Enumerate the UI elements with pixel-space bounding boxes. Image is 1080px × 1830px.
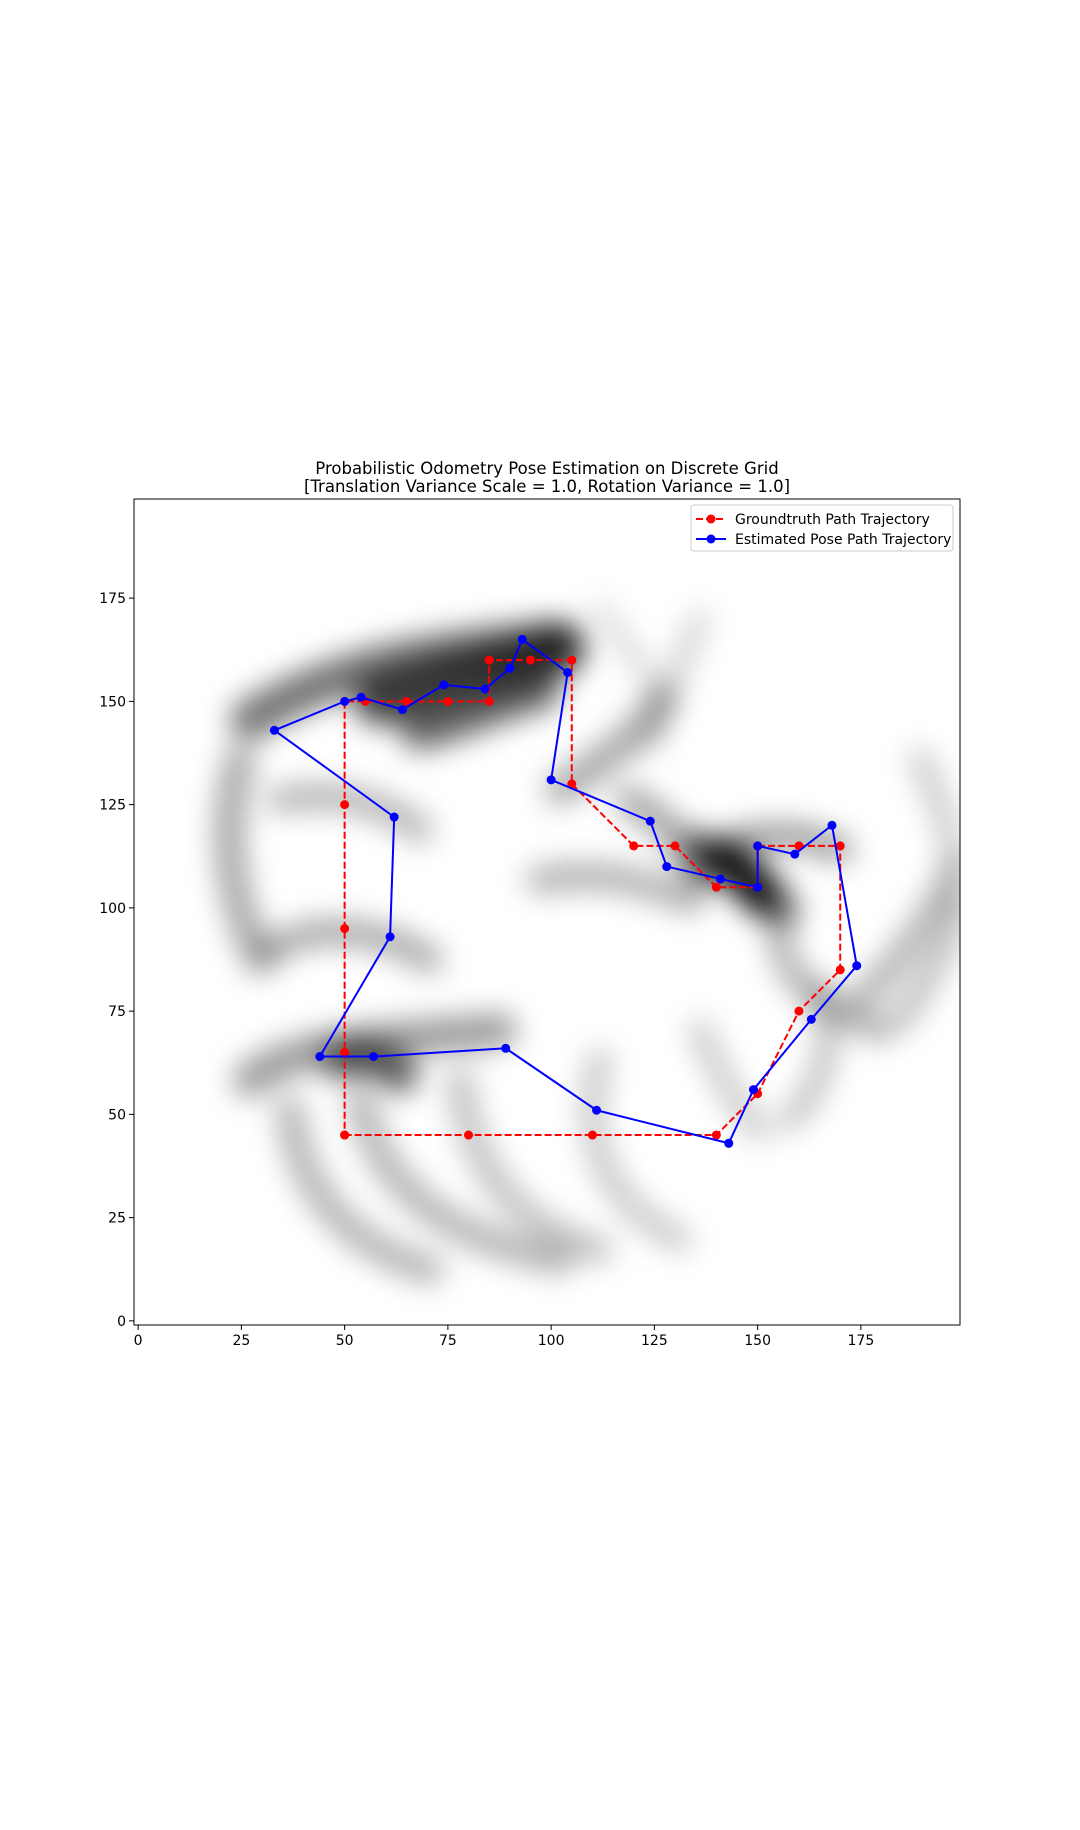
series-layer xyxy=(269,634,862,1148)
groundtruth-point xyxy=(484,696,494,706)
legend-groundtruth-label: Groundtruth Path Trajectory xyxy=(735,512,930,528)
x-tick-label: 150 xyxy=(744,1333,771,1349)
groundtruth-point xyxy=(711,882,721,892)
x-tick-label: 125 xyxy=(641,1333,668,1349)
groundtruth-point xyxy=(443,696,453,706)
estimated-point xyxy=(397,705,407,715)
groundtruth-point xyxy=(340,800,350,810)
estimated-point xyxy=(592,1105,602,1115)
estimated-point xyxy=(389,812,399,822)
groundtruth-point xyxy=(340,1130,350,1140)
estimated-point xyxy=(749,1085,758,1095)
groundtruth-point xyxy=(402,696,412,706)
chart-subtitle: [Translation Variance Scale = 1.0, Rotat… xyxy=(304,477,790,496)
plot-frame xyxy=(133,498,961,1326)
groundtruth-point xyxy=(567,655,577,665)
groundtruth-point xyxy=(525,655,535,665)
estimated-point xyxy=(480,684,490,694)
groundtruth-point xyxy=(835,965,845,975)
groundtruth-point xyxy=(567,779,577,789)
groundtruth-point xyxy=(670,841,680,851)
groundtruth-point xyxy=(464,1130,474,1140)
estimated-point xyxy=(517,634,527,644)
estimated-point xyxy=(340,696,350,706)
groundtruth-point xyxy=(711,1130,721,1140)
estimated-point xyxy=(645,816,655,826)
y-tick-label: 150 xyxy=(99,694,126,710)
x-axis: 0 25 50 75 100 125 150 175 xyxy=(134,1325,875,1349)
y-tick-label: 50 xyxy=(108,1107,126,1123)
estimated-point xyxy=(753,841,763,851)
x-tick-label: 0 xyxy=(134,1333,143,1349)
y-tick-label: 25 xyxy=(108,1211,126,1227)
estimated-point xyxy=(439,680,449,690)
probability-heatmap xyxy=(214,601,960,1284)
groundtruth-path-line xyxy=(343,659,842,1137)
estimated-point xyxy=(501,1043,511,1053)
estimated-point xyxy=(385,932,395,942)
groundtruth-point xyxy=(484,655,494,665)
x-tick-label: 75 xyxy=(439,1333,457,1349)
y-tick-label: 0 xyxy=(117,1314,126,1330)
estimated-point xyxy=(724,1138,734,1148)
estimated-point xyxy=(315,1052,325,1062)
legend-estimated-label: Estimated Pose Path Trajectory xyxy=(735,532,951,548)
chart-title: Probabilistic Odometry Pose Estimation o… xyxy=(315,459,778,478)
y-tick-label: 100 xyxy=(99,901,126,917)
estimated-point xyxy=(369,1052,379,1062)
estimated-point xyxy=(806,1014,816,1024)
estimated-point xyxy=(827,820,837,830)
y-tick-label: 125 xyxy=(99,798,126,814)
y-tick-label: 75 xyxy=(108,1004,126,1020)
groundtruth-point xyxy=(629,841,639,851)
y-axis: 0 25 50 75 100 125 150 175 xyxy=(99,591,134,1330)
estimated-point xyxy=(356,692,366,702)
legend-groundtruth-marker xyxy=(706,514,716,524)
x-tick-label: 25 xyxy=(232,1333,250,1349)
estimated-path-line xyxy=(273,638,858,1145)
legend-estimated-marker xyxy=(706,534,716,544)
x-tick-label: 175 xyxy=(848,1333,875,1349)
groundtruth-point xyxy=(835,841,845,851)
legend-box xyxy=(690,504,954,552)
y-tick-label: 175 xyxy=(99,591,126,607)
groundtruth-point xyxy=(587,1130,597,1140)
estimated-point xyxy=(546,775,556,785)
groundtruth-point xyxy=(340,1047,350,1057)
legend: Groundtruth Path Trajectory Estimated Po… xyxy=(690,504,954,552)
x-tick-label: 50 xyxy=(336,1333,354,1349)
estimated-point xyxy=(753,882,763,892)
estimated-point xyxy=(269,725,279,735)
groundtruth-point xyxy=(794,1006,804,1016)
estimated-point xyxy=(852,961,862,971)
estimated-point xyxy=(662,862,672,872)
estimated-point xyxy=(715,874,725,884)
estimated-point xyxy=(790,849,800,859)
groundtruth-point xyxy=(340,924,350,934)
estimated-point xyxy=(563,667,573,677)
x-tick-label: 100 xyxy=(538,1333,565,1349)
estimated-point xyxy=(505,663,515,673)
